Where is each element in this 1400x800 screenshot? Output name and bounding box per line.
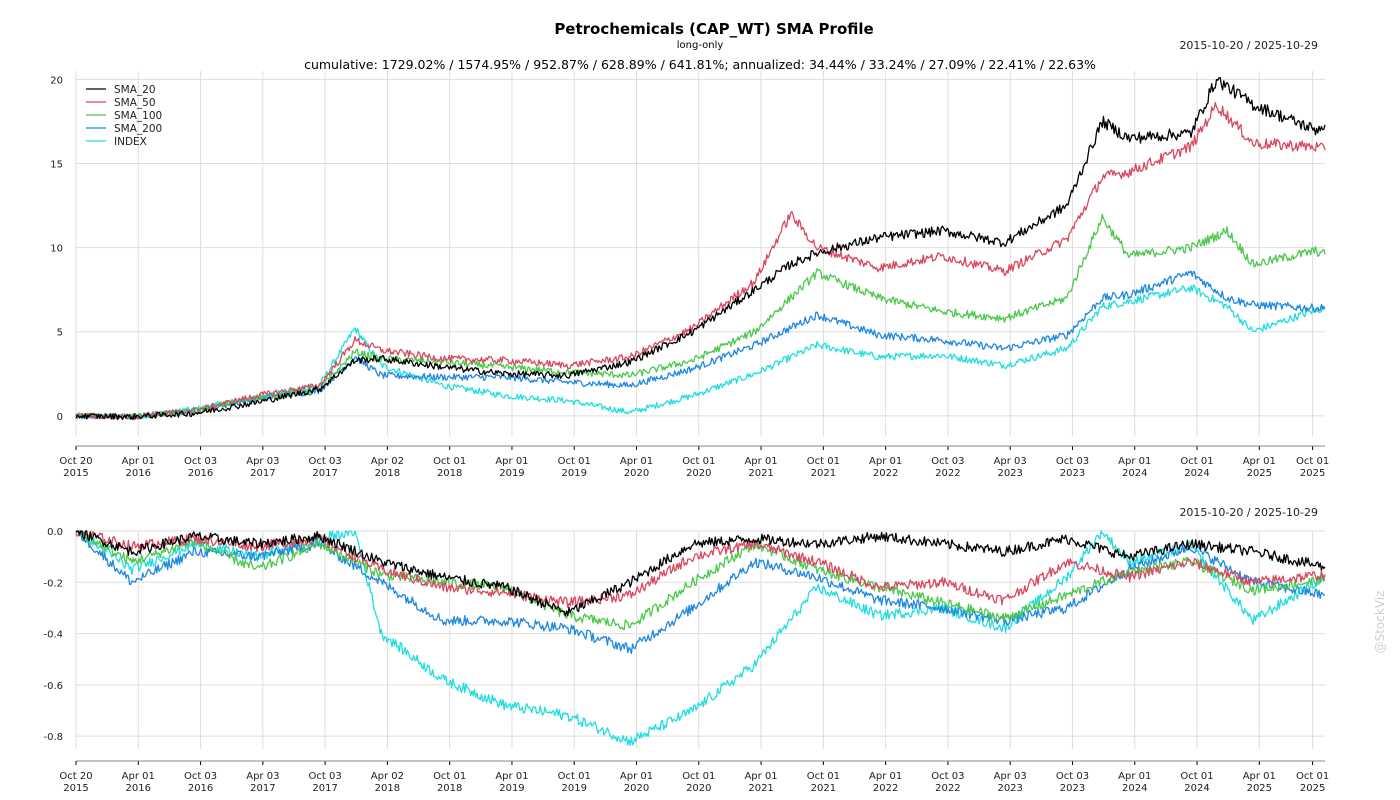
cumulative-series-sma-100 <box>75 213 1326 421</box>
cumulative-ytick-label: 10 <box>50 244 63 255</box>
drawdown-xtick-label: Oct 01 2024 <box>1180 771 1213 794</box>
cumulative-ytick-label: 15 <box>50 160 63 171</box>
drawdown-panel: Oct 20 2015 Apr 01 2016 Oct 03 2016 Apr 03 2017… <box>43 527 1329 794</box>
drawdown-xtick-label: Apr 01 2019 <box>495 771 528 794</box>
cumulative-xtick-label: Oct 01 2025 <box>1296 456 1329 479</box>
cumulative-xtick-label: Oct 03 2022 <box>931 456 964 479</box>
cumulative-xtick-label: Apr 01 2022 <box>869 456 902 479</box>
legend-label: INDEX <box>114 136 147 148</box>
cumulative-panel: Oct 20 2015 Apr 01 2016 Oct 03 2016 Apr 03 2017… <box>50 71 1329 479</box>
legend-label: SMA_50 <box>114 97 156 109</box>
watermark: @StockViz <box>1373 591 1387 654</box>
drawdown-ytick-label: -0.6 <box>43 681 63 692</box>
drawdown-xtick-label: Apr 01 2022 <box>869 771 902 794</box>
cumulative-xtick-label: Apr 01 2016 <box>122 456 155 479</box>
drawdown-series-sma-50 <box>75 530 1326 609</box>
drawdown-xtick-label: Oct 01 2021 <box>807 771 840 794</box>
cumulative-xtick-label: Oct 01 2024 <box>1180 456 1213 479</box>
cumulative-xtick-label: Oct 01 2021 <box>807 456 840 479</box>
cumulative-xtick-label: Oct 03 2023 <box>1056 456 1089 479</box>
drawdown-xtick-label: Oct 01 2018 <box>433 771 466 794</box>
cumulative-xtick-label: Oct 20 2015 <box>59 456 92 479</box>
legend-label: SMA_200 <box>114 123 162 135</box>
chart-subtitle: long-only <box>677 40 724 51</box>
cumulative-xtick-label: Apr 01 2019 <box>495 456 528 479</box>
drawdown-xtick-label: Oct 01 2025 <box>1296 771 1329 794</box>
chart-title: Petrochemicals (CAP_WT) SMA Profile <box>554 20 873 38</box>
cumulative-ytick-label: 0 <box>57 412 63 423</box>
drawdown-ytick-label: 0.0 <box>47 527 63 538</box>
cumulative-xtick-label: Apr 01 2024 <box>1118 456 1151 479</box>
cumulative-series-sma-50 <box>75 101 1326 420</box>
drawdown-xtick-label: Oct 03 2023 <box>1056 771 1089 794</box>
drawdown-xtick-label: Apr 03 2017 <box>246 771 279 794</box>
drawdown-series-sma-100 <box>76 530 1326 631</box>
drawdown-xtick-label: Oct 01 2020 <box>682 771 715 794</box>
cumulative-xtick-label: Oct 01 2019 <box>558 456 591 479</box>
cumulative-ytick-label: 5 <box>57 328 63 339</box>
drawdown-gridlines <box>75 530 1325 749</box>
cumulative-xtick-label: Apr 03 2017 <box>246 456 279 479</box>
drawdown-xtick-label: Oct 03 2022 <box>931 771 964 794</box>
cumulative-xtick-label: Apr 01 2025 <box>1243 456 1276 479</box>
drawdown-xtick-label: Apr 01 2020 <box>620 771 653 794</box>
drawdown-ytick-label: -0.2 <box>43 578 63 589</box>
cumulative-xtick-label: Apr 03 2023 <box>994 456 1027 479</box>
drawdown-xtick-label: Apr 01 2024 <box>1118 771 1151 794</box>
drawdown-ytick-label: -0.8 <box>43 732 63 743</box>
cumulative-series-index <box>75 284 1326 421</box>
drawdown-xtick-label: Apr 01 2021 <box>744 771 777 794</box>
cumulative-series-sma-20 <box>75 77 1326 421</box>
cumulative-xtick-label: Oct 01 2018 <box>433 456 466 479</box>
drawdown-xtick-label: Apr 03 2023 <box>994 771 1027 794</box>
cumulative-ytick-label: 20 <box>50 75 63 86</box>
legend-label: SMA_100 <box>114 110 162 122</box>
cumulative-xtick-label: Oct 03 2016 <box>184 456 217 479</box>
drawdown-xtick-label: Apr 01 2025 <box>1243 771 1276 794</box>
drawdown-xtick-label: Apr 01 2016 <box>122 771 155 794</box>
bottom-date-range: 2015-10-20 / 2025-10-29 <box>1179 506 1318 519</box>
legend-label: SMA_20 <box>114 84 156 96</box>
cumulative-xtick-label: Oct 01 2020 <box>682 456 715 479</box>
cumulative-xtick-label: Apr 01 2020 <box>620 456 653 479</box>
drawdown-xtick-label: Oct 20 2015 <box>59 771 92 794</box>
drawdown-series-sma-20 <box>75 530 1326 617</box>
cumulative-xtick-label: Apr 01 2021 <box>744 456 777 479</box>
performance-stats: cumulative: 1729.02% / 1574.95% / 952.87… <box>304 57 1096 72</box>
cumulative-xtick-label: Oct 03 2017 <box>309 456 342 479</box>
drawdown-xtick-label: Oct 03 2017 <box>309 771 342 794</box>
drawdown-xtick-label: Oct 01 2019 <box>558 771 591 794</box>
drawdown-xtick-label: Apr 02 2018 <box>371 771 404 794</box>
drawdown-ytick-label: -0.4 <box>43 630 63 641</box>
drawdown-xtick-label: Oct 03 2016 <box>184 771 217 794</box>
top-date-range: 2015-10-20 / 2025-10-29 <box>1179 39 1318 52</box>
cumulative-xtick-label: Apr 02 2018 <box>371 456 404 479</box>
